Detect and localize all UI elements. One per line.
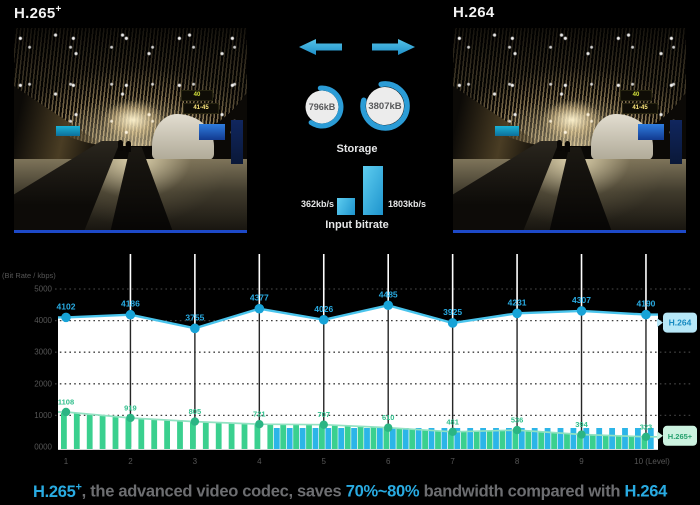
svg-text:H.265+: H.265+ bbox=[668, 432, 693, 441]
svg-text:4000: 4000 bbox=[34, 316, 52, 325]
h264-series: 4102 4186 3755 4377 4026 4485 3925 4231 4307 4190 bbox=[57, 289, 658, 334]
h265-title: H.265+ bbox=[14, 4, 62, 22]
photo-blue-rail bbox=[453, 230, 686, 233]
photo-person bbox=[118, 140, 123, 151]
photo-blue-panel bbox=[670, 120, 682, 164]
svg-text:0000: 0000 bbox=[34, 443, 52, 452]
photo-blue-rail bbox=[14, 230, 247, 233]
svg-text:2000: 2000 bbox=[34, 379, 52, 388]
storage-label: Storage bbox=[336, 143, 378, 155]
caption: H.265+, the advanced video codec, saves … bbox=[0, 481, 700, 502]
plot-area bbox=[58, 305, 658, 450]
photo-teal-screen bbox=[56, 126, 80, 136]
svg-text:3925: 3925 bbox=[443, 307, 462, 317]
bitrate-value-h264: 1803kb/s bbox=[388, 199, 427, 209]
svg-text:707: 707 bbox=[318, 410, 331, 419]
svg-text:5000: 5000 bbox=[34, 285, 52, 294]
svg-text:394: 394 bbox=[575, 420, 588, 429]
bitrate-bar-h264 bbox=[363, 166, 383, 215]
legend-h264 bbox=[663, 312, 697, 333]
svg-text:919: 919 bbox=[124, 403, 137, 412]
swap-arrows-icon bbox=[299, 39, 415, 55]
svg-text:4026: 4026 bbox=[314, 304, 333, 314]
caption-highlight: 70%~80% bbox=[345, 482, 420, 501]
svg-text:536: 536 bbox=[511, 416, 524, 425]
photo-person bbox=[565, 141, 570, 152]
photo-gate-sign: 40 bbox=[620, 90, 652, 101]
photo-person bbox=[126, 141, 131, 152]
svg-text:6: 6 bbox=[386, 457, 391, 466]
svg-text:4231: 4231 bbox=[508, 297, 527, 307]
storage-donut-h265 bbox=[305, 90, 339, 124]
storage-donuts: 796kB 3807kB bbox=[305, 81, 410, 131]
caption-h264: H.264 bbox=[624, 482, 667, 501]
svg-text:4377: 4377 bbox=[250, 293, 269, 303]
storage-value-h264: 3807kB bbox=[368, 101, 401, 112]
legend-h265 bbox=[663, 425, 697, 446]
h265-series: 1108 919 805 721 707 610 481 536 394 323 bbox=[58, 397, 658, 441]
h264-title-text: H.264 bbox=[453, 4, 495, 21]
photo-blue-screen bbox=[199, 124, 225, 140]
caption-mid: , the advanced video codec, saves bbox=[81, 482, 346, 501]
bitrate-value-h265: 362kb/s bbox=[300, 199, 334, 209]
svg-text:1: 1 bbox=[64, 457, 69, 466]
svg-text:H.264: H.264 bbox=[669, 318, 692, 328]
photo-gate-sign: 40 bbox=[181, 90, 213, 101]
storage-arc-h265 bbox=[308, 85, 344, 129]
svg-text:7: 7 bbox=[450, 457, 455, 466]
storage-donut-h264 bbox=[366, 87, 404, 125]
svg-text:721: 721 bbox=[253, 410, 266, 419]
input-bitrate-label: Input bitrate bbox=[325, 219, 389, 231]
axes: 0000 1000 2000 3000 4000 5000 (Bit Rate / kbps… bbox=[2, 271, 670, 466]
bitrate-bar-h265 bbox=[337, 198, 355, 215]
h265-plus-sup: + bbox=[55, 4, 62, 15]
photo-blue-panel bbox=[231, 120, 243, 164]
svg-text:10 (Level): 10 (Level) bbox=[634, 457, 670, 466]
storage-arc-h264 bbox=[360, 81, 410, 131]
caption-h265: H.265+ bbox=[33, 481, 82, 501]
svg-text:323: 323 bbox=[640, 422, 653, 431]
svg-text:4307: 4307 bbox=[572, 295, 591, 305]
photo-teal-screen bbox=[495, 126, 519, 136]
svg-text:1000: 1000 bbox=[34, 411, 52, 420]
h265-title-text: H.265 bbox=[14, 5, 56, 22]
svg-text:805: 805 bbox=[189, 407, 202, 416]
photo-person bbox=[557, 140, 562, 151]
storage-value-h265: 796kB bbox=[309, 102, 336, 112]
photo-blue-screen bbox=[638, 124, 664, 140]
h264-sample-photo: 40 41-45 bbox=[453, 28, 686, 233]
arrow-left-icon bbox=[299, 39, 342, 55]
svg-text:4: 4 bbox=[257, 457, 262, 466]
svg-text:610: 610 bbox=[382, 413, 395, 422]
h264-title: H.264 bbox=[453, 4, 495, 21]
svg-text:5: 5 bbox=[322, 457, 327, 466]
h265-sample-photo: 40 41-45 bbox=[14, 28, 247, 233]
svg-text:4102: 4102 bbox=[57, 301, 76, 311]
svg-text:3000: 3000 bbox=[34, 348, 52, 357]
svg-text:481: 481 bbox=[446, 417, 459, 426]
svg-text:4186: 4186 bbox=[121, 299, 140, 309]
photo-gate-range-sign: 41-45 bbox=[622, 103, 658, 114]
bitrate-bars bbox=[61, 412, 654, 449]
arrow-right-icon bbox=[372, 39, 415, 55]
svg-text:9: 9 bbox=[579, 457, 584, 466]
svg-text:4485: 4485 bbox=[379, 289, 398, 299]
svg-text:1108: 1108 bbox=[58, 397, 74, 406]
photo-gate-range-sign: 41-45 bbox=[183, 103, 219, 114]
svg-text:3755: 3755 bbox=[185, 312, 204, 322]
svg-text:3: 3 bbox=[193, 457, 198, 466]
svg-text:(Bit Rate / kbps): (Bit Rate / kbps) bbox=[2, 271, 56, 280]
svg-text:8: 8 bbox=[515, 457, 520, 466]
svg-text:2: 2 bbox=[128, 457, 133, 466]
caption-tail: bandwidth compared with bbox=[419, 482, 625, 501]
svg-text:4190: 4190 bbox=[636, 299, 655, 309]
legend: H.264 H.265+ bbox=[657, 312, 697, 446]
